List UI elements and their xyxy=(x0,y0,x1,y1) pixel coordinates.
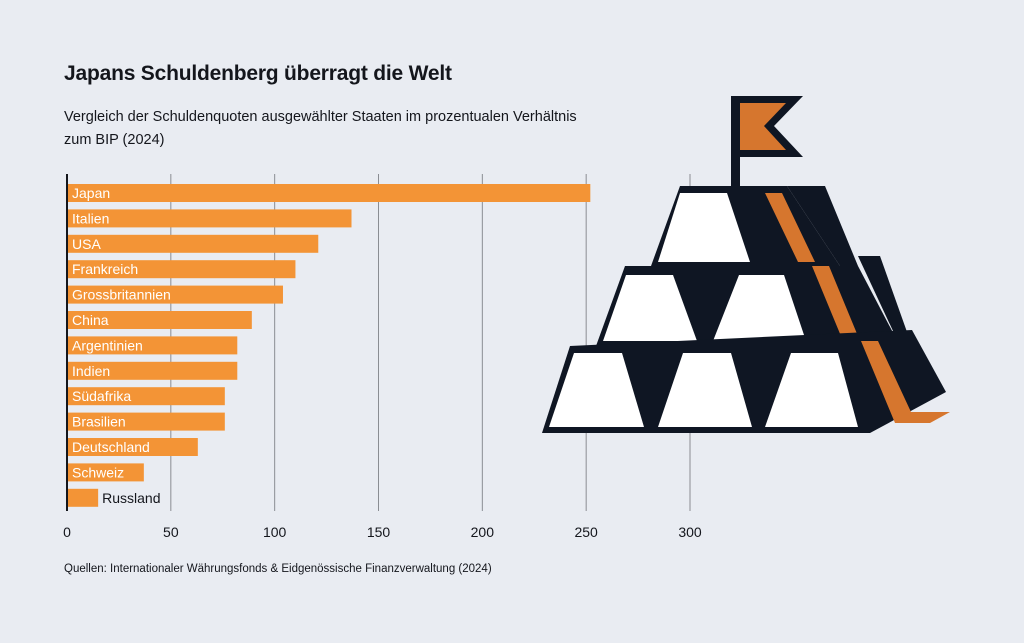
bar-category-label: Grossbritannien xyxy=(72,287,171,303)
chart-subtitle: Vergleich der Schuldenquoten ausgewählte… xyxy=(64,109,577,148)
bar-category-label: Deutschland xyxy=(72,439,150,455)
orange-stripe-top xyxy=(765,193,815,262)
bar-category-label: Indien xyxy=(72,363,110,379)
bar-category-label: USA xyxy=(72,236,101,252)
bar xyxy=(67,234,319,253)
x-tick-label: 250 xyxy=(574,524,598,540)
orange-stripe-middle xyxy=(812,266,860,341)
x-tick-label: 0 xyxy=(63,524,71,540)
x-tick-label: 200 xyxy=(471,524,495,540)
gold-bar-bottom-center xyxy=(658,353,752,427)
gold-bar-top xyxy=(658,193,750,262)
bar xyxy=(67,336,238,355)
bar-category-label: Russland xyxy=(102,490,160,506)
flag-fill xyxy=(740,103,786,150)
bar xyxy=(67,438,198,456)
bar xyxy=(67,412,225,431)
bar xyxy=(67,184,591,202)
bar xyxy=(67,488,99,507)
gold-bar-middle-right xyxy=(713,275,806,341)
bar xyxy=(67,260,296,279)
bar xyxy=(67,387,225,406)
gold-bar-bottom-right xyxy=(765,353,858,427)
bar xyxy=(67,361,238,380)
x-tick-label: 100 xyxy=(263,524,287,540)
bar-category-label: Italien xyxy=(72,210,109,226)
gold-bar-bottom-left xyxy=(549,353,644,427)
bar-category-label: Schweiz xyxy=(72,464,124,480)
bar-category-label: Japan xyxy=(72,185,110,201)
x-tick-label: 300 xyxy=(678,524,702,540)
bar-category-label: Argentinien xyxy=(72,337,143,353)
chart-title: Japans Schuldenberg überragt die Welt xyxy=(64,62,452,85)
bar xyxy=(67,463,144,482)
bar-category-label: Frankreich xyxy=(72,261,138,277)
gold-bar-middle-left xyxy=(603,275,697,341)
bar xyxy=(67,311,252,329)
x-tick-label: 50 xyxy=(163,524,179,540)
bar-category-label: Brasilien xyxy=(72,414,126,430)
bar-category-label: Südafrika xyxy=(72,388,131,404)
bar xyxy=(67,285,283,304)
source-note: Quellen: Internationaler Währungsfonds &… xyxy=(64,563,492,575)
bar-category-label: China xyxy=(72,312,109,328)
x-tick-label: 150 xyxy=(367,524,391,540)
dark-side-middle xyxy=(858,256,912,346)
orange-stripe-bottom xyxy=(861,341,950,423)
dark-side-top xyxy=(787,186,858,266)
bar xyxy=(67,209,352,228)
